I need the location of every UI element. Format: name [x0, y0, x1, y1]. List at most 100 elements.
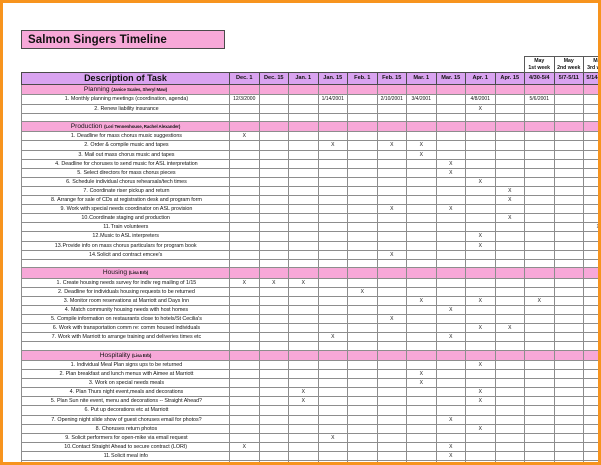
period-column-header: Mar. 1	[406, 72, 437, 85]
task-mark-cell: X	[347, 286, 378, 297]
task-mark-cell: X	[435, 450, 466, 461]
task-empty-cell	[347, 185, 378, 197]
task-empty-cell	[347, 149, 378, 160]
section-header-cell	[288, 349, 319, 361]
task-empty-cell	[229, 387, 260, 398]
task-mark-cell: X	[465, 231, 496, 242]
task-empty-cell	[465, 131, 496, 142]
task-empty-cell	[376, 322, 407, 334]
task-empty-cell	[524, 423, 555, 434]
task-empty-cell	[288, 405, 319, 416]
section-header-cell	[583, 349, 598, 361]
section-header-cell	[376, 267, 407, 279]
task-empty-cell	[435, 277, 466, 288]
task-empty-cell	[317, 423, 348, 434]
task-number: 7.	[83, 187, 88, 194]
task-empty-cell	[258, 131, 289, 142]
task-empty-cell	[494, 131, 525, 142]
task-empty-cell	[494, 387, 525, 398]
task-number: 9.	[65, 434, 70, 441]
task-empty-cell	[494, 277, 525, 288]
task-number: 4.	[69, 389, 74, 396]
task-number: 8.	[50, 197, 56, 204]
task-empty-cell	[406, 304, 437, 315]
task-empty-cell	[435, 213, 466, 224]
spacer-cell	[229, 112, 260, 123]
task-empty-cell	[435, 387, 466, 398]
may-week-header: May 2nd week	[553, 56, 584, 73]
section-header-cell	[553, 349, 584, 361]
task-mark-cell: X	[376, 249, 407, 260]
task-empty-cell	[435, 185, 466, 197]
section-header-cell	[376, 349, 407, 361]
task-empty-cell	[524, 167, 555, 178]
task-empty-cell	[376, 286, 407, 297]
task-empty-cell	[406, 414, 437, 425]
task-empty-cell	[553, 131, 584, 142]
section-header-cell	[229, 349, 260, 361]
task-empty-cell	[553, 103, 584, 114]
task-empty-cell	[524, 222, 555, 233]
task-row: 7.Coordinate riser pickup and returnXX	[21, 185, 598, 197]
section-header-cell	[376, 83, 407, 96]
task-empty-cell	[494, 432, 525, 443]
task-empty-cell	[435, 176, 466, 187]
section-spacer-row	[21, 459, 598, 462]
spacer-cell	[494, 341, 525, 351]
section-header-cell	[347, 83, 378, 96]
task-empty-cell	[406, 131, 437, 142]
task-empty-cell	[317, 204, 348, 215]
section-owners: (Lisa Erb)	[128, 270, 149, 276]
task-empty-cell	[465, 405, 496, 416]
task-empty-cell	[524, 176, 555, 187]
task-empty-cell	[406, 432, 437, 443]
spacer-cell	[258, 112, 289, 123]
section-header-cell	[465, 267, 496, 279]
task-empty-cell	[258, 396, 289, 407]
task-empty-cell	[288, 94, 319, 105]
may-week-header: May 1st week	[524, 56, 555, 73]
task-empty-cell	[583, 131, 598, 142]
spacer-cell	[494, 112, 525, 123]
task-mark-cell: X	[406, 295, 437, 306]
task-empty-cell	[553, 332, 584, 343]
task-empty-cell	[258, 103, 289, 114]
task-label: Deadline for individuals housing request…	[64, 288, 195, 295]
task-empty-cell	[524, 240, 555, 251]
task-number: 14.	[89, 251, 97, 258]
task-label: Create housing needs survey for indiv re…	[62, 279, 197, 286]
task-empty-cell	[524, 195, 555, 206]
task-date-cell: 2/10/2001	[376, 94, 407, 105]
task-empty-cell	[494, 423, 525, 434]
section-owners: (Janice Scales, Sheryl Maw)	[111, 87, 168, 92]
task-mark-cell: X	[317, 140, 348, 151]
task-mark-cell: X	[435, 332, 466, 343]
section-header-cell	[494, 83, 525, 96]
task-label: Monthly planning meetings (coordination,…	[70, 96, 189, 103]
task-empty-cell	[258, 414, 289, 425]
task-row: 3. Monitor room reservations at Marriott …	[21, 295, 598, 306]
task-empty-cell	[465, 432, 496, 443]
description-column-header: Description of Task	[21, 72, 230, 85]
task-description: 2. Deadline for individuals housing reque…	[21, 286, 230, 297]
task-number: 5.	[50, 315, 56, 322]
task-empty-cell	[583, 414, 598, 425]
task-empty-cell	[435, 140, 466, 151]
spacer-cell	[435, 258, 466, 269]
may-header-blank	[348, 57, 378, 73]
section-name: Hospitality	[99, 351, 132, 359]
spacer-cell	[21, 341, 230, 351]
task-empty-cell	[288, 359, 319, 371]
task-empty-cell	[406, 231, 437, 242]
task-empty-cell	[229, 369, 260, 380]
task-mark-cell: X	[465, 423, 496, 434]
task-empty-cell	[258, 441, 289, 452]
task-empty-cell	[347, 249, 378, 260]
task-empty-cell	[376, 185, 407, 197]
task-empty-cell	[258, 240, 289, 251]
task-empty-cell	[258, 405, 289, 416]
spacer-cell	[258, 258, 289, 269]
task-empty-cell	[347, 94, 378, 105]
task-empty-cell	[347, 332, 378, 343]
task-empty-cell	[553, 313, 584, 324]
